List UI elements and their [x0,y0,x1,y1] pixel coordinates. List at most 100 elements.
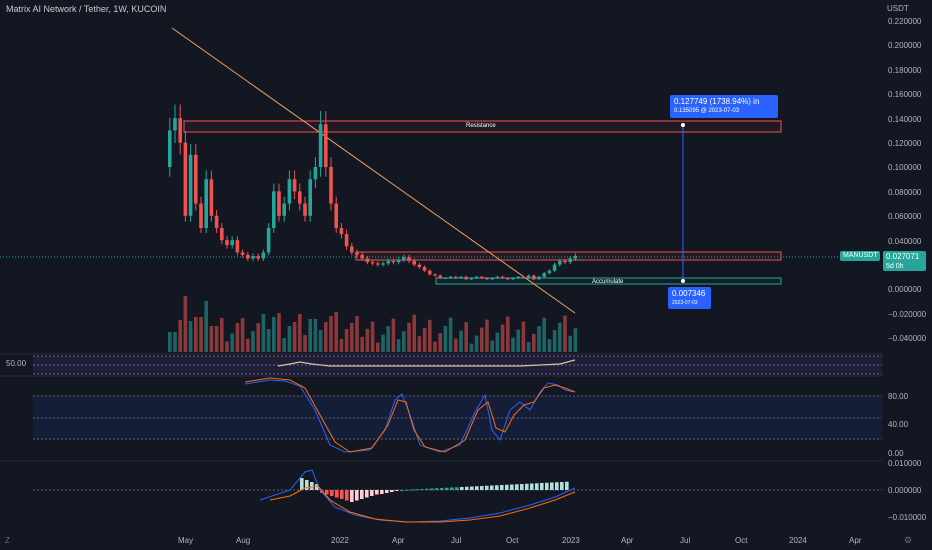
candle [178,118,182,143]
volume-bar [526,342,531,352]
currency-label: USDT [887,4,909,13]
candle [324,124,328,167]
macd-bar [550,482,554,490]
volume-bar [194,317,198,352]
volume-bar [329,316,333,352]
macd-bar [325,490,329,495]
rsi-level-label: 50.00 [6,359,27,368]
macd-tick: 0.000000 [888,486,922,495]
candle [407,257,411,261]
candle [521,276,526,279]
macd-bar [445,487,449,490]
volume-bar [334,312,338,352]
price-tick: 0.100000 [888,163,922,173]
macd-bar [345,490,349,501]
macd-bar [470,486,474,490]
macd-bar [510,484,514,490]
candle [532,275,536,280]
stoch-tick: 80.00 [888,392,909,401]
volume-bar [532,333,536,352]
macd-bar [370,490,374,496]
stoch-tick: 40.00 [888,420,909,429]
measure-target: 0.135095 @ 2023-07-03 [674,108,740,114]
macd-bar [410,489,414,491]
macd-bar [540,483,544,490]
candle [230,240,234,246]
measure-tooltip[interactable]: 0.127749 (1738.94%) in 0.135095 @ 2023-0… [670,95,778,118]
candle [490,278,494,280]
volume-bar [214,326,219,352]
price-tick: 0.060000 [888,212,922,222]
candle [318,124,323,167]
candle [188,154,193,216]
candle [266,228,271,253]
stoch-d-line [244,377,576,453]
volume-bar [266,329,271,352]
candle [168,130,172,167]
macd-bar [415,489,419,491]
measure-change: 0.127749 (1738.94%) in [674,97,760,106]
macd-bar [515,484,519,490]
candle [526,275,531,279]
volume-bar [547,339,552,352]
candle [214,215,219,228]
volume-bar [318,330,323,352]
volume-bar [355,316,359,352]
measure-start-tooltip[interactable]: 0.007346 2023-07-03 [668,287,711,309]
price-tick: 0.040000 [888,236,922,246]
candle [417,264,422,268]
volume-bar [386,326,390,352]
candle [547,270,552,274]
volume-bar [277,313,281,352]
candle [500,276,505,279]
measure-handle-bottom [681,279,685,283]
stoch-tick: 0.00 [888,449,904,458]
volume-bar [480,327,484,352]
macd-bar [480,486,484,490]
settings-gear-icon[interactable]: ⚙ [904,535,913,545]
time-tick: Apr [392,536,405,545]
last-price-tag: 0.027071 5d 0h [883,251,926,271]
volume-bar [568,335,572,352]
volume-bar [417,336,422,352]
time-tick: 2024 [789,536,807,545]
candle [558,260,562,265]
symbol-tag: MANUSDT [840,251,880,261]
chart-title: Matrix AI Network / Tether, 1W, KUCOIN [6,4,167,14]
volume-bar [220,318,224,352]
candle [329,167,333,204]
volume-bar [303,335,307,352]
macd-bar [530,483,534,490]
candle [438,275,442,279]
macd-bar [385,490,389,493]
time-tick: Oct [506,536,519,545]
time-tick: Apr [621,536,634,545]
volume-bar [204,301,208,352]
candle [183,142,188,216]
volume-bar [438,333,442,352]
candle [573,255,578,259]
resistance-zone [183,120,782,133]
volume-bar [292,322,297,352]
price-tick: 0.180000 [888,65,922,75]
macd-bar [395,490,399,491]
volume-bar [511,337,515,352]
macd-bar [525,483,529,490]
macd-bar [520,484,524,490]
volume-bar [443,326,448,352]
volume-bar [178,320,182,352]
volume-bar [381,334,385,352]
volume-bar [516,329,520,352]
candle [261,252,266,259]
macd-bar [405,489,409,491]
candle [376,263,380,265]
volume-bar [313,319,318,352]
candle [469,278,474,280]
macd-bar [465,486,469,490]
volume-bar [324,322,328,352]
volume-bar [235,323,240,352]
volume-bar [500,324,505,352]
timezone-icon[interactable]: Z [5,536,10,545]
time-tick: 2022 [331,536,349,545]
